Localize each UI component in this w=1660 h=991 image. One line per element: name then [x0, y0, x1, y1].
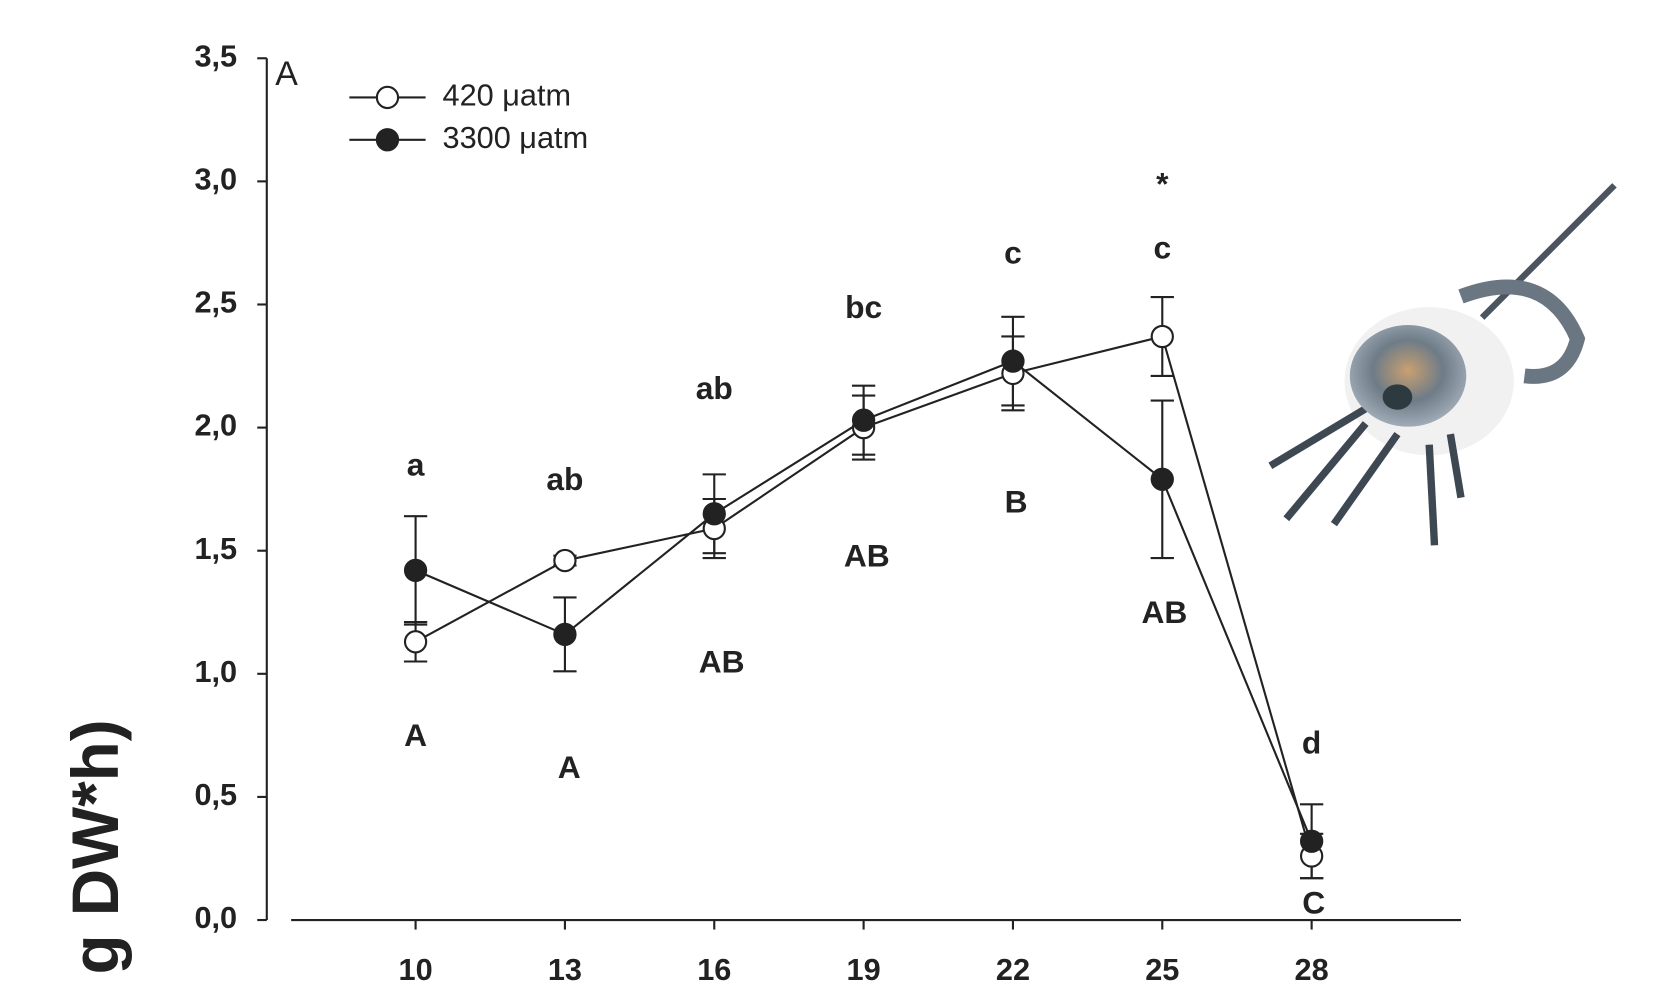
group-letter: c — [1004, 235, 1022, 271]
y-tick-label: 2,5 — [194, 285, 237, 320]
group-letter: AB — [844, 537, 890, 573]
group-letter: A — [404, 717, 427, 753]
legend-marker — [377, 129, 398, 150]
group-letter: bc — [845, 289, 882, 325]
organism-photo — [1270, 185, 1614, 545]
group-letter: AB — [1141, 594, 1187, 630]
group-letter: d — [1302, 725, 1321, 761]
x-tick-label: 16 — [697, 952, 731, 987]
x-tick-label: 10 — [399, 952, 433, 987]
data-point — [554, 550, 575, 571]
data-point — [405, 560, 426, 581]
group-letter: C — [1302, 885, 1325, 921]
x-tick-label: 19 — [847, 952, 881, 987]
y-tick-label: 0,5 — [194, 777, 237, 812]
legend-label: 420 μatm — [443, 78, 572, 113]
group-letter: ab — [546, 461, 583, 497]
data-point — [704, 503, 725, 524]
panel-label: A — [275, 55, 298, 93]
data-point — [405, 631, 426, 652]
data-point — [1152, 326, 1173, 347]
group-letter: c — [1153, 230, 1171, 266]
y-tick-label: 1,0 — [194, 654, 237, 689]
data-point — [1301, 831, 1322, 852]
legend-label: 3300 μatm — [443, 120, 589, 155]
y-axis-label: g DW*h) — [59, 719, 132, 974]
significance-mark: * — [1156, 166, 1169, 202]
chart: A g DW*h) 0,0 0,5 1,0 1,5 2,0 2,5 3,0 3,5 10 13 16… — [0, 0, 1660, 991]
y-tick-label: 2,0 — [194, 408, 237, 443]
group-letter: A — [558, 749, 581, 785]
x-tick-label: 25 — [1145, 952, 1179, 987]
y-tick-label: 1,5 — [194, 531, 237, 566]
page: {"chart_data": {"type": "line", "panel_l… — [0, 0, 1660, 991]
group-letter: B — [1005, 483, 1028, 519]
x-tick-label: 28 — [1295, 952, 1329, 987]
group-letter: ab — [696, 370, 733, 406]
group-letter: a — [407, 446, 425, 482]
legend-marker — [377, 87, 398, 108]
y-tick-label: 0,0 — [194, 900, 237, 935]
x-tick-label: 13 — [548, 952, 582, 987]
data-point — [853, 410, 874, 431]
data-point — [554, 624, 575, 645]
x-tick-label: 22 — [996, 952, 1030, 987]
y-tick-label: 3,5 — [194, 38, 237, 73]
group-letter: AB — [699, 643, 745, 679]
y-tick-label: 3,0 — [194, 161, 237, 196]
data-point — [1002, 351, 1023, 372]
data-point — [1152, 469, 1173, 490]
